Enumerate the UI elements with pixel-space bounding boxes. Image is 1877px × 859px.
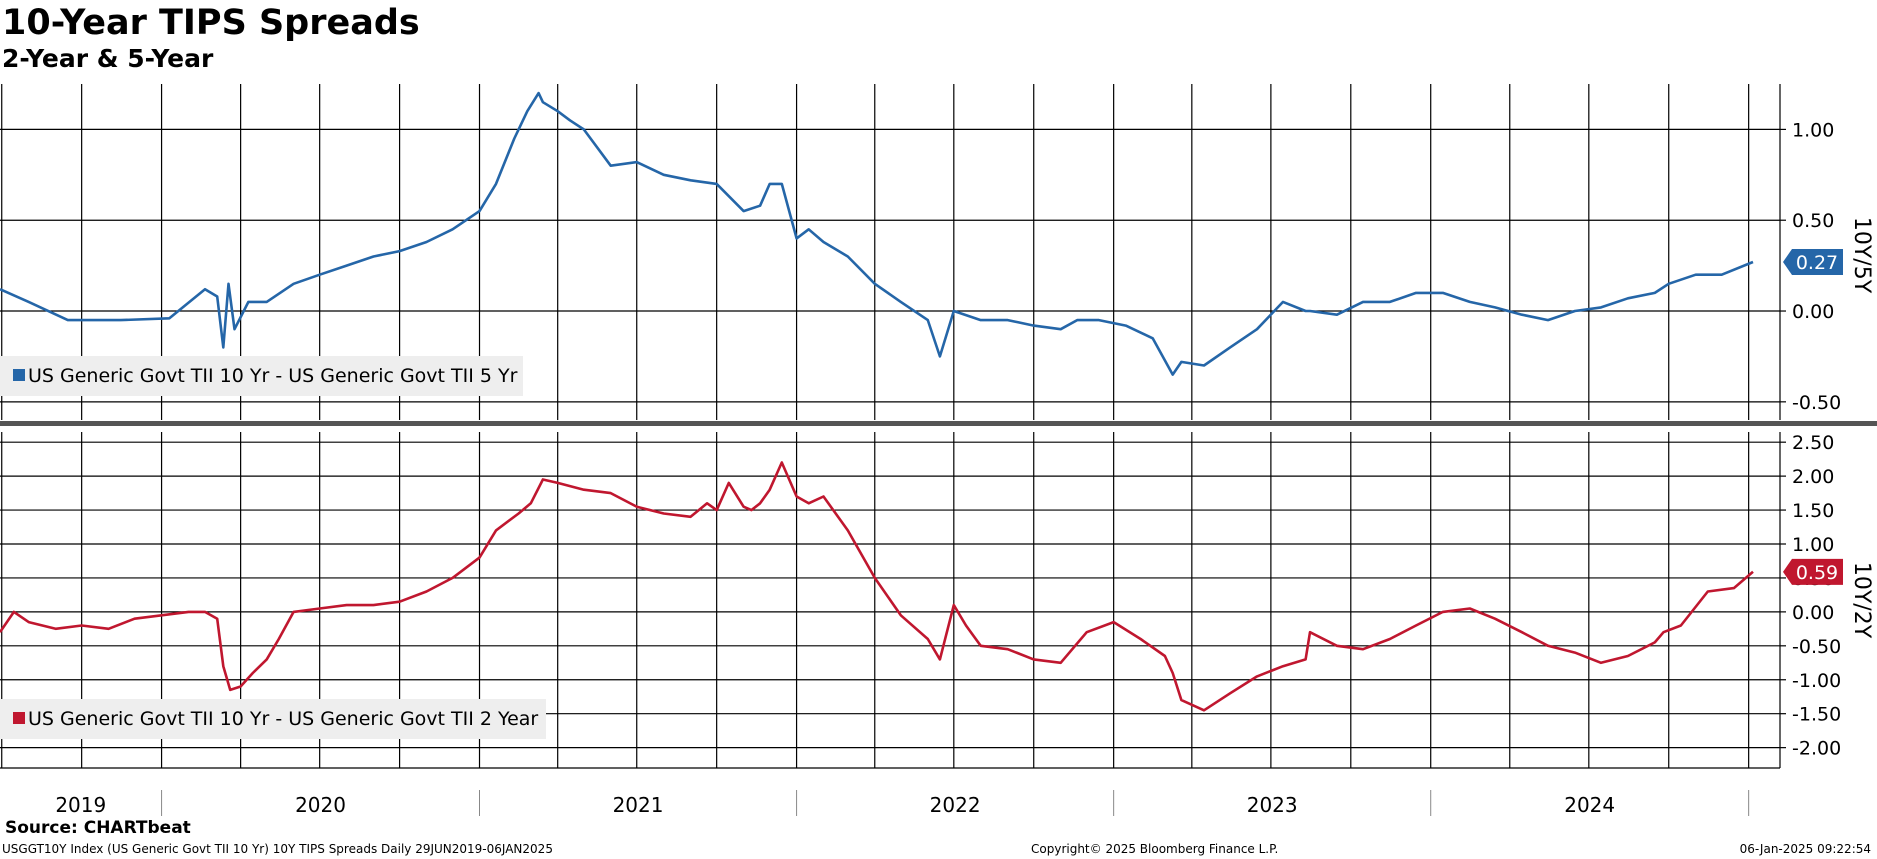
last-value-badge — [1783, 558, 1843, 585]
last-value-label: 0.59 — [1796, 562, 1838, 584]
x-tick-label: 2024 — [1564, 793, 1615, 817]
panel-separator — [0, 421, 1877, 426]
y-tick-label: -1.00 — [1792, 670, 1841, 692]
x-tick-label: 2019 — [55, 793, 106, 817]
y-tick-label: 2.50 — [1792, 432, 1834, 454]
last-value-badge — [1783, 248, 1843, 275]
y-tick-label: 2.00 — [1792, 466, 1834, 488]
legend-label: US Generic Govt TII 10 Yr - US Generic G… — [28, 708, 538, 730]
series-line — [0, 461, 1754, 712]
timestamp: 06-Jan-2025 09:22:54 — [1739, 842, 1871, 856]
y-tick-label: 0.50 — [1792, 210, 1834, 232]
axis-label: 10Y/2Y — [1849, 562, 1874, 639]
y-tick-label: -0.50 — [1792, 392, 1841, 414]
x-tick-label: 2021 — [613, 793, 664, 817]
y-tick-label: -2.00 — [1792, 738, 1841, 760]
legend-swatch — [13, 712, 25, 724]
series-line — [0, 91, 1754, 376]
panel-2y: 2.502.001.501.000.500.00-0.50-1.00-1.50-… — [0, 432, 1874, 768]
copyright-note: Copyright© 2025 Bloomberg Finance L.P. — [1031, 842, 1279, 856]
legend-box — [0, 356, 523, 396]
x-tick-label: 2022 — [930, 793, 981, 817]
y-tick-label: 0.00 — [1792, 301, 1834, 323]
legend-box — [0, 699, 546, 739]
ticker-description: USGGT10Y Index (US Generic Govt TII 10 Y… — [2, 842, 553, 856]
y-tick-label: 1.00 — [1792, 534, 1834, 556]
x-tick-label: 2023 — [1247, 793, 1298, 817]
axis-label: 10Y/5Y — [1849, 217, 1874, 294]
chart-subtitle: 2-Year & 5-Year — [2, 44, 214, 73]
y-tick-label: 0.00 — [1792, 602, 1834, 624]
last-value-label: 0.27 — [1796, 252, 1838, 274]
legend-swatch — [13, 369, 25, 381]
legend-label: US Generic Govt TII 10 Yr - US Generic G… — [28, 365, 518, 387]
y-tick-label: -1.50 — [1792, 704, 1841, 726]
panel-5y: 1.00 0.50 0.00 -0.50 10Y/5Y 0.27 US Generic Go… — [0, 84, 1874, 420]
x-axis: 2019 2020 2021 2022 2023 2024 — [0, 767, 1780, 817]
y-tick-label: -0.50 — [1792, 636, 1841, 658]
y-tick-label: 1.50 — [1792, 500, 1834, 522]
y-tick-label: 1.00 — [1792, 119, 1834, 141]
x-tick-label: 2020 — [295, 793, 346, 817]
source-note: Source: CHARTbeat — [5, 818, 191, 838]
chart-title: 10-Year TIPS Spreads — [2, 3, 420, 43]
